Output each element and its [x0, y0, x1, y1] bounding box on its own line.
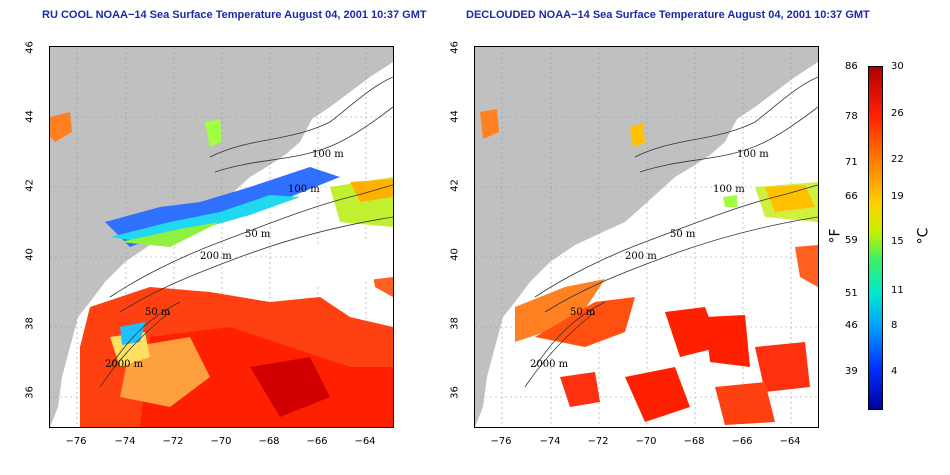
left-map-title: RU COOL NOAA−14 Sea Surface Temperature …: [42, 9, 427, 21]
contour-label-50: 50 m: [245, 229, 271, 240]
lat-tick-40: 40: [449, 248, 461, 261]
f-tick-51: 51: [845, 288, 858, 299]
lon-tick-74: −74: [114, 436, 136, 447]
left-map-graphic: 100 m 100 m 50 m 200 m 50 m 2000 m: [50, 47, 393, 427]
contour-label-50: 50 m: [670, 229, 696, 240]
lat-tick-46: 46: [449, 41, 461, 54]
c-tick-8: 8: [891, 320, 898, 331]
contour-label-100a: 100 m: [737, 149, 769, 160]
lat-tick-44: 44: [449, 110, 461, 123]
lon-tick-68: −68: [683, 436, 705, 447]
c-tick-19: 19: [891, 191, 904, 202]
land-mass: [50, 47, 393, 427]
lon-tick-64: −64: [354, 436, 376, 447]
c-tick-26: 26: [891, 108, 904, 119]
lat-tick-40: 40: [24, 248, 36, 261]
lon-tick-66: −66: [731, 436, 753, 447]
left-sst-map: 100 m 100 m 50 m 200 m 50 m 2000 m: [49, 46, 394, 428]
lon-tick-68: −68: [258, 436, 280, 447]
lat-tick-38: 38: [449, 317, 461, 330]
lat-tick-46: 46: [24, 41, 36, 54]
celsius-unit-label: °C: [915, 227, 932, 245]
lon-tick-72: −72: [162, 436, 184, 447]
lat-tick-42: 42: [24, 179, 36, 192]
right-map-graphic: 100 m 100 m 50 m 200 m 50 m 2000 m: [475, 47, 818, 427]
f-tick-66: 66: [845, 191, 858, 202]
lat-tick-44: 44: [24, 110, 36, 123]
contour-label-2000: 2000 m: [530, 359, 569, 370]
lat-tick-36: 36: [449, 386, 461, 399]
f-tick-78: 78: [845, 111, 858, 122]
f-tick-59: 59: [845, 235, 858, 246]
contour-label-200: 200 m: [625, 251, 657, 262]
bathymetry-contours: [524, 76, 818, 388]
lon-tick-72: −72: [587, 436, 609, 447]
contour-label-2000: 2000 m: [105, 359, 144, 370]
c-tick-22: 22: [891, 154, 904, 165]
contour-label-100a: 100 m: [312, 149, 344, 160]
right-sst-map: 100 m 100 m 50 m 200 m 50 m 2000 m: [474, 46, 819, 428]
c-tick-30: 30: [891, 61, 904, 72]
contour-label-100b: 100 m: [713, 184, 745, 195]
lat-tick-38: 38: [24, 317, 36, 330]
lon-tick-70: −70: [210, 436, 232, 447]
fahrenheit-unit-label: °F: [827, 228, 844, 244]
contour-label-50b: 50 m: [145, 307, 171, 318]
lon-tick-64: −64: [779, 436, 801, 447]
lon-tick-66: −66: [306, 436, 328, 447]
f-tick-71: 71: [845, 157, 858, 168]
bathymetry-contours: [99, 76, 393, 388]
c-tick-4: 4: [891, 366, 898, 377]
sst-right-patches: [480, 109, 818, 425]
lon-tick-70: −70: [635, 436, 657, 447]
lon-tick-74: −74: [539, 436, 561, 447]
contour-label-100b: 100 m: [288, 184, 320, 195]
lat-tick-36: 36: [24, 386, 36, 399]
c-tick-11: 11: [891, 285, 904, 296]
land-mass: [475, 47, 818, 427]
f-tick-46: 46: [845, 320, 858, 331]
temperature-colorbar: [868, 66, 883, 410]
f-tick-39: 39: [845, 366, 858, 377]
lon-tick-76: −76: [490, 436, 512, 447]
lon-tick-76: −76: [65, 436, 87, 447]
contour-label-50b: 50 m: [570, 307, 596, 318]
f-tick-86: 86: [845, 61, 858, 72]
c-tick-15: 15: [891, 236, 904, 247]
right-map-title: DECLOUDED NOAA−14 Sea Surface Temperatur…: [466, 9, 870, 21]
contour-label-200: 200 m: [200, 251, 232, 262]
lat-tick-42: 42: [449, 179, 461, 192]
